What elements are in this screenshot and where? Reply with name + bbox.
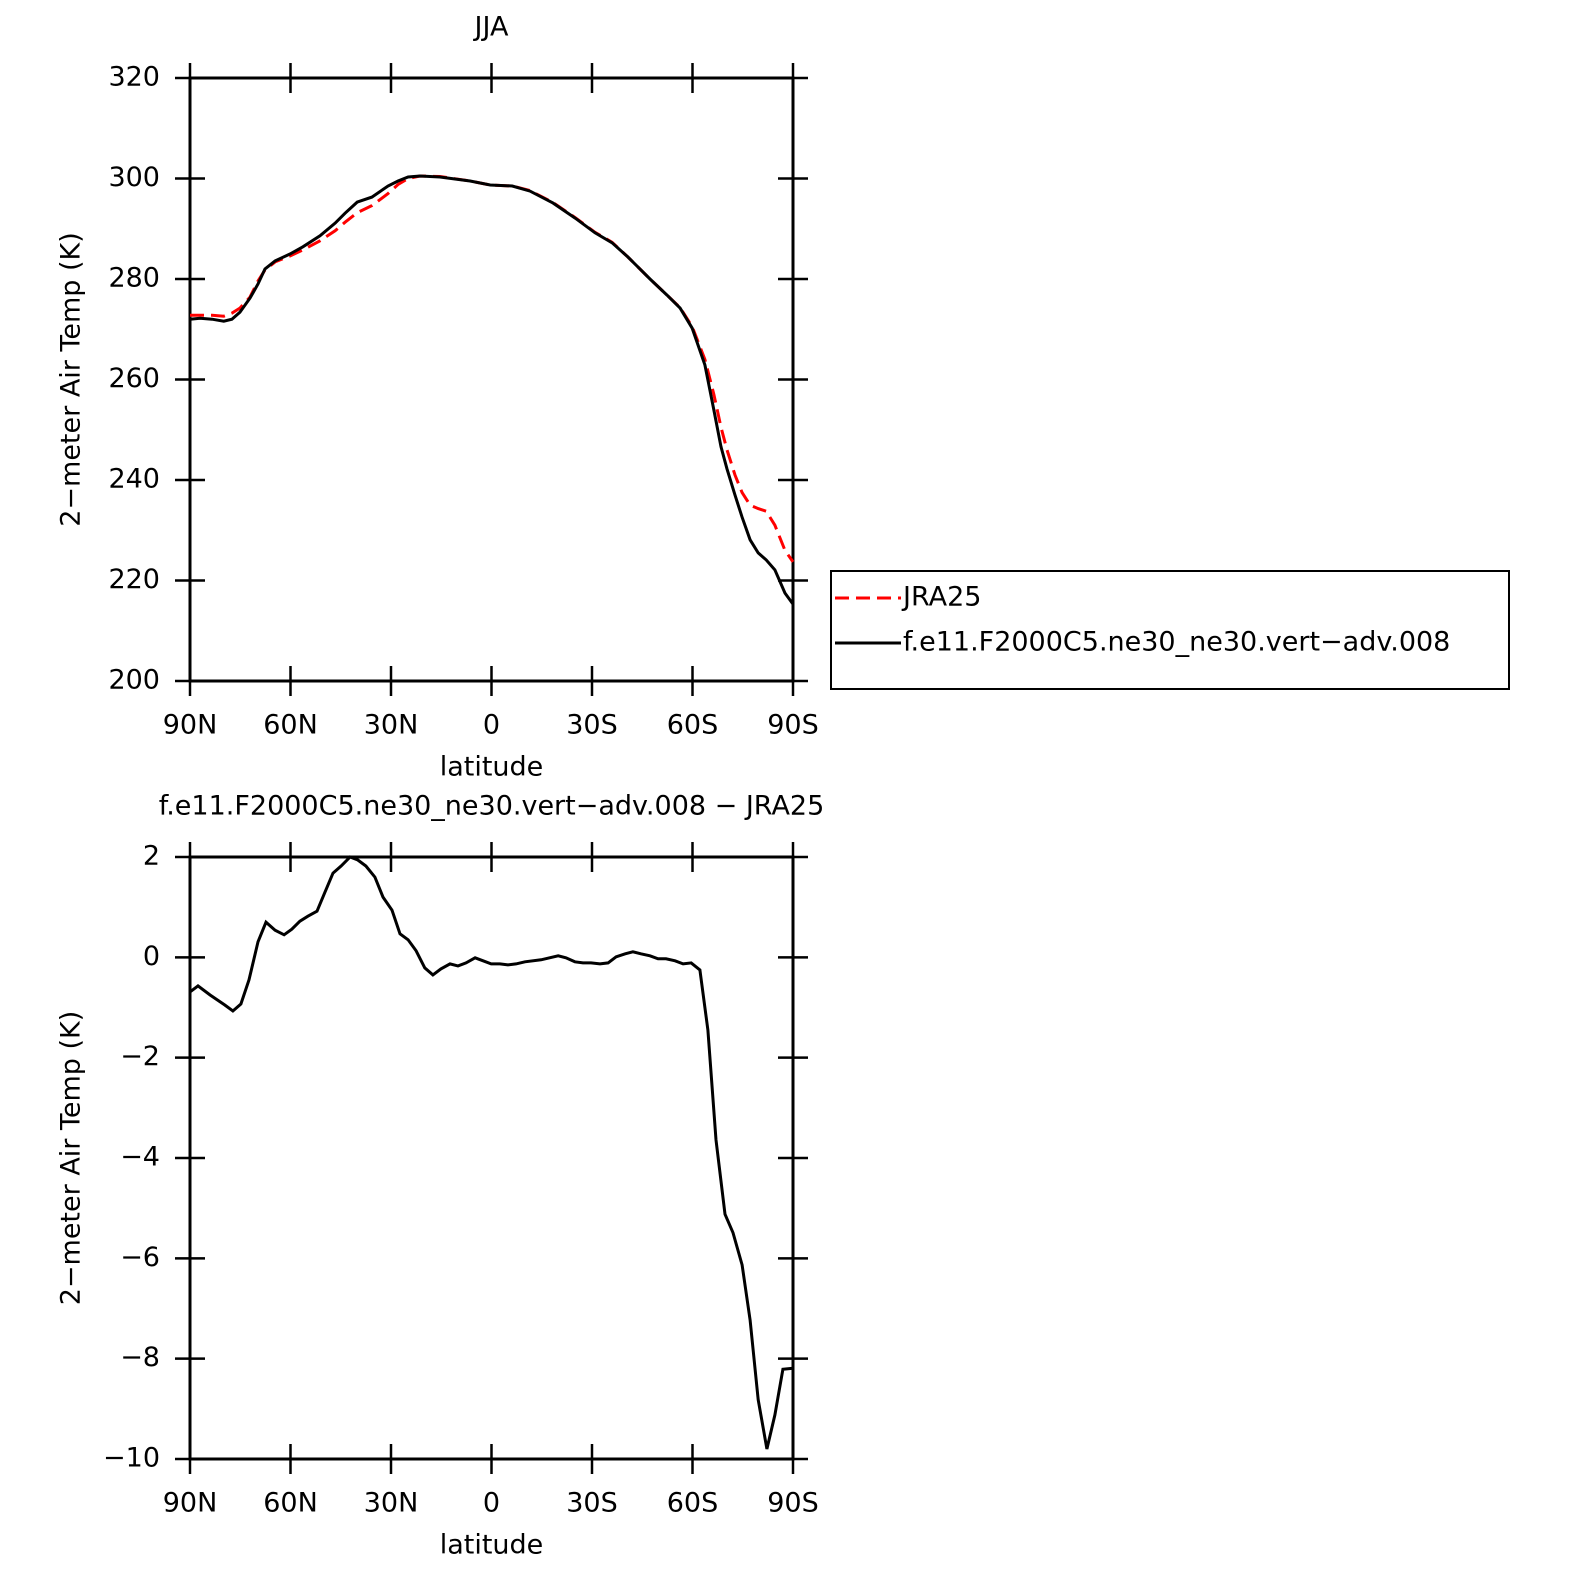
legend-label: f.e11.F2000C5.ne30_ne30.vert−adv.008	[903, 627, 1450, 658]
y-tick-label: 300	[108, 162, 160, 193]
y-tick-label: −2	[120, 1041, 160, 1072]
y-axis-label: 2−meter Air Temp (K)	[56, 1011, 87, 1306]
y-tick-label: 220	[108, 564, 160, 595]
x-tick-label: 90S	[767, 710, 819, 741]
y-tick-label: 320	[108, 62, 160, 93]
x-tick-label: 60N	[263, 1488, 318, 1519]
x-tick-label: 60S	[667, 710, 719, 741]
y-tick-label: −6	[120, 1242, 160, 1273]
chart-title: f.e11.F2000C5.ne30_ne30.vert−adv.008 − J…	[159, 791, 825, 822]
y-tick-label: 0	[143, 941, 160, 972]
y-tick-label: −4	[120, 1142, 160, 1173]
legend-label: JRA25	[901, 582, 981, 613]
x-tick-label: 30N	[364, 1488, 419, 1519]
y-tick-label: 280	[108, 263, 160, 294]
plot-frame	[188, 76, 795, 683]
x-axis-label: latitude	[440, 752, 544, 783]
data-line	[189, 174, 795, 605]
y-tick-label: 240	[108, 464, 160, 495]
x-tick-label: 30S	[566, 1488, 618, 1519]
x-tick-label: 0	[483, 710, 500, 741]
data-line	[190, 174, 795, 563]
plot-frame	[188, 855, 795, 1461]
x-tick-label: 90N	[163, 710, 218, 741]
y-tick-label: 260	[108, 363, 160, 394]
y-tick-label: 200	[108, 665, 160, 696]
y-tick-label: −8	[120, 1342, 160, 1373]
x-tick-label: 60N	[263, 710, 318, 741]
x-tick-label: 60S	[667, 1488, 719, 1519]
data-line	[189, 855, 794, 1450]
x-tick-label: 0	[483, 1488, 500, 1519]
x-tick-label: 90N	[163, 1488, 218, 1519]
x-tick-label: 30S	[566, 710, 618, 741]
chart-title: JJA	[473, 12, 509, 43]
y-axis-label: 2−meter Air Temp (K)	[56, 232, 87, 527]
x-tick-label: 30N	[364, 710, 419, 741]
x-tick-label: 90S	[767, 1488, 819, 1519]
y-tick-label: 2	[143, 841, 160, 872]
legend-box	[830, 570, 1510, 690]
x-axis-label: latitude	[440, 1530, 544, 1561]
y-tick-label: −10	[103, 1443, 160, 1474]
